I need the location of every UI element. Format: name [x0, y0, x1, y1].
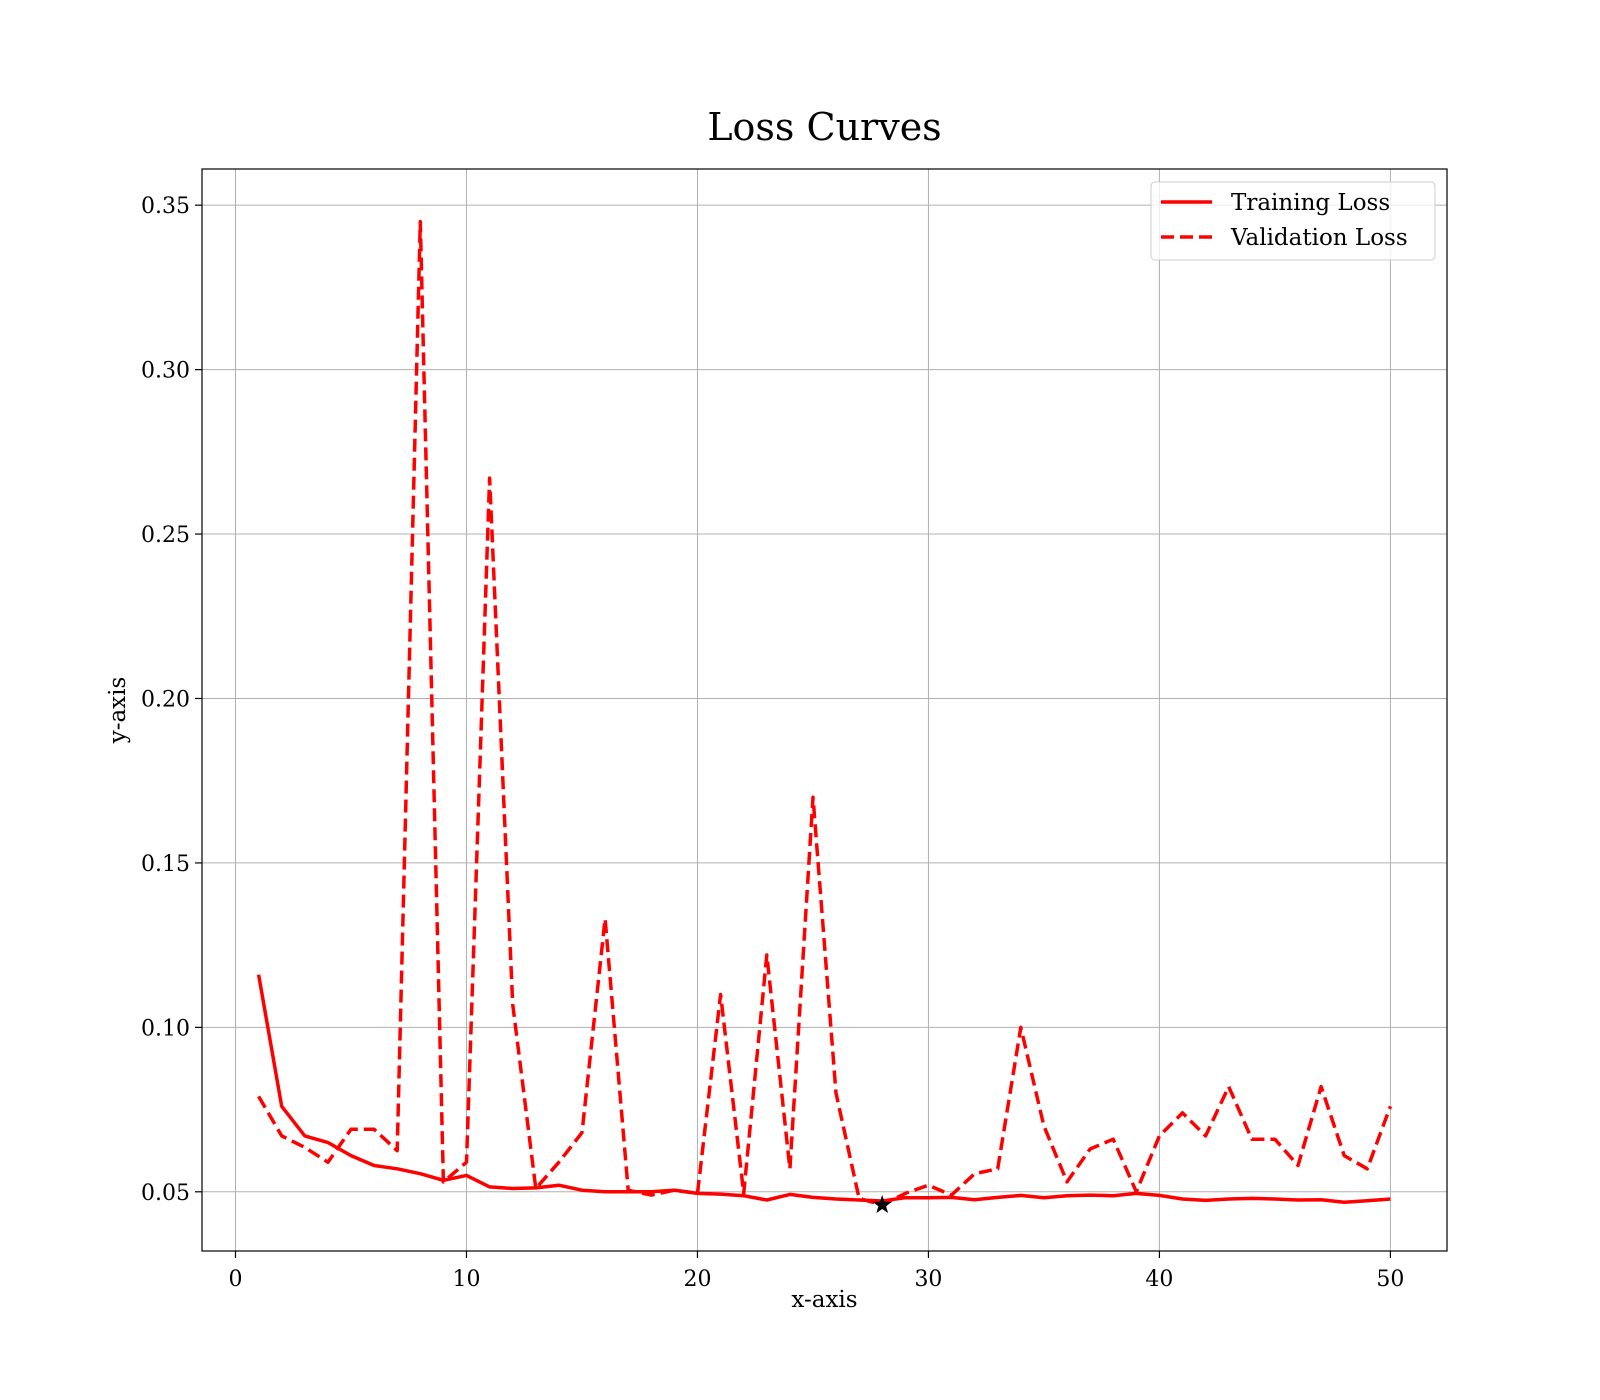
plot-area: [256, 219, 1393, 1213]
y-tick-label: 0.35: [141, 194, 190, 219]
axes-frame: [201, 168, 1448, 1252]
x-tick-label: 50: [1376, 1267, 1404, 1292]
y-tick-label: 0.15: [141, 852, 190, 877]
legend-box: [1150, 181, 1436, 261]
grid-lines: [202, 169, 1447, 1251]
best-point-star-icon: [872, 1195, 892, 1213]
x-axis-label: x-axis: [791, 1287, 857, 1313]
x-tick-label: 10: [452, 1267, 480, 1292]
legend-label: Validation Loss: [1230, 225, 1408, 251]
x-tick-label: 30: [914, 1267, 942, 1292]
chart-title: Loss Curves: [707, 105, 941, 149]
series-line-training-loss: [256, 974, 1391, 1205]
y-tick-label: 0.25: [141, 523, 190, 548]
axis-ticks: 0 10 20 30 40 50 0.05 0.10 0.15 0.20 0.25 0.30 0.35: [141, 194, 1404, 1292]
x-tick-label: 40: [1145, 1267, 1173, 1292]
legend: Training Loss Validation Loss: [1150, 181, 1436, 261]
y-tick-label: 0.20: [141, 687, 190, 712]
y-tick-label: 0.05: [141, 1181, 190, 1206]
x-tick-label: 0: [228, 1267, 242, 1292]
x-tick-label: 20: [683, 1267, 711, 1292]
y-tick-label: 0.10: [141, 1016, 190, 1041]
y-tick-label: 0.30: [141, 359, 190, 384]
y-axis-label: y-axis: [105, 677, 131, 745]
series-line-validation-loss: [257, 219, 1393, 1207]
legend-label: Training Loss: [1231, 190, 1390, 216]
